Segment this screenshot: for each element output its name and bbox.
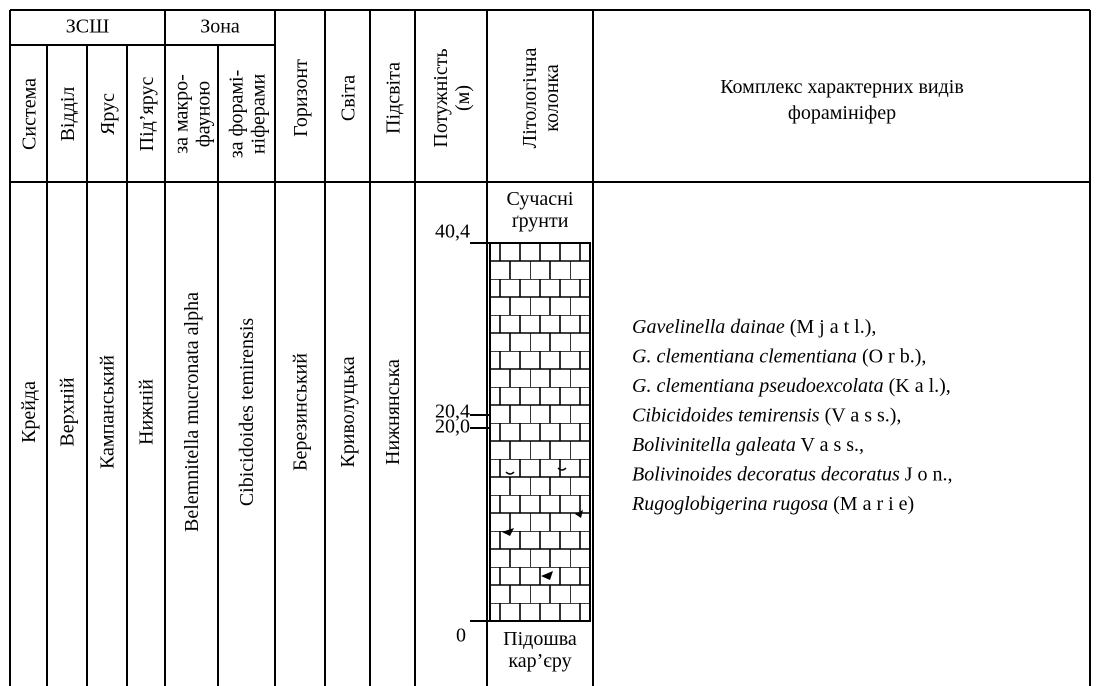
column-header-line: ніферами	[247, 74, 269, 155]
column-value: Cibicidoides temirensis	[236, 318, 258, 507]
lithology-note-line: Сучасні	[507, 188, 574, 210]
lithology-note: Сучасні ґрунти	[507, 188, 574, 232]
species-name: Gavelinella dainae	[632, 316, 785, 338]
species-author: (V a s s.),	[820, 404, 902, 426]
thickness-label: 20,0	[435, 416, 470, 438]
lithology-note: Підошва кар’єру	[503, 628, 577, 672]
column-header: Під’ярус	[136, 77, 158, 152]
species-name: Bolivinitella galeata	[632, 434, 796, 456]
lithology-column	[489, 242, 591, 622]
column-header: Горизонт	[290, 59, 312, 137]
column-header: за форамі-ніферами	[225, 70, 269, 159]
column-header-line: колонка	[541, 64, 563, 132]
column-header-line: Відділ	[57, 87, 79, 142]
column-header: Світа	[337, 75, 359, 121]
complex-title-line: Комплекс характерних видів	[720, 76, 964, 98]
column-value: Криволуцька	[337, 356, 359, 467]
column-header-line: Під’ярус	[136, 77, 158, 152]
column-header-line: фауною	[192, 81, 214, 148]
column-header-line: Потужність	[430, 48, 452, 147]
column-value: Нижній	[136, 379, 158, 445]
column-value: Березинський	[290, 353, 312, 471]
column-header-line: (м)	[452, 85, 474, 111]
column-header-line: Система	[18, 78, 40, 150]
column-header-line: Підсвіта	[382, 62, 404, 134]
column-header-line: Горизонт	[290, 59, 312, 137]
column-header: Потужність(м)	[430, 48, 474, 147]
fossil-symbols	[502, 467, 583, 580]
group-header: ЗСШ	[66, 16, 110, 38]
species-author: V a s s.,	[796, 434, 864, 456]
species-entry: Cibicidoides temirensis (V a s s.),	[632, 404, 901, 426]
lithology-note-line: кар’єру	[508, 650, 571, 672]
column-header: за макро-фауною	[170, 74, 214, 154]
column-value: Belemnitella mucronata alpha	[181, 292, 203, 532]
column-header: Ярус	[97, 93, 119, 135]
species-author: (O r b.),	[857, 345, 926, 367]
thickness-label: 20,4	[435, 401, 470, 423]
species-author: J o n.,	[900, 463, 953, 485]
column-header-line: за форамі-	[225, 70, 247, 159]
group-header: Зона	[200, 16, 240, 38]
species-name: G. clementiana clementiana	[632, 345, 857, 367]
species-name: Bolivinoides decoratus decoratus	[632, 463, 900, 485]
lithology-note-line: ґрунти	[512, 210, 569, 232]
column-header-line: за макро-	[170, 74, 192, 154]
column-header: Система	[18, 78, 40, 150]
column-header-line: Літологічна	[519, 48, 541, 149]
column-value: Верхній	[57, 377, 79, 446]
column-header: Відділ	[57, 87, 79, 142]
lithology-note-line: Підошва	[503, 628, 577, 650]
species-entry: Rugoglobigerina rugosa (M a r i e)	[631, 493, 914, 515]
column-value: Нижнянська	[382, 359, 404, 465]
species-name: Cibicidoides temirensis	[632, 404, 820, 426]
column-header: Літологічнаколонка	[519, 48, 563, 149]
species-entry: Bolivinitella galeata V a s s.,	[632, 434, 864, 456]
thickness-label: 0	[456, 625, 466, 647]
column-value: Кампанський	[97, 355, 119, 469]
thickness-label: 40,4	[435, 221, 470, 243]
species-entry: Bolivinoides decoratus decoratus J o n.,	[632, 463, 953, 485]
species-name: Rugoglobigerina rugosa	[631, 493, 828, 515]
complex-title-line: форамініфер	[788, 102, 896, 124]
species-name: G. clementiana pseudoexcolata	[632, 375, 884, 397]
species-author: (K a l.),	[884, 375, 951, 397]
species-entry: G. clementiana pseudoexcolata (K a l.),	[632, 375, 951, 397]
species-author: (M j a t l.),	[785, 316, 877, 338]
species-entry: Gavelinella dainae (M j a t l.),	[632, 316, 876, 338]
column-header-line: Світа	[337, 75, 359, 121]
species-author: (M a r i e)	[828, 493, 914, 515]
complex-title: Комплекс характерних видів форамініфер	[720, 76, 964, 124]
column-value: Крейда	[18, 381, 40, 443]
column-header-line: Ярус	[97, 93, 119, 135]
species-entry: G. clementiana clementiana (O r b.),	[632, 345, 926, 367]
column-header: Підсвіта	[382, 62, 404, 134]
